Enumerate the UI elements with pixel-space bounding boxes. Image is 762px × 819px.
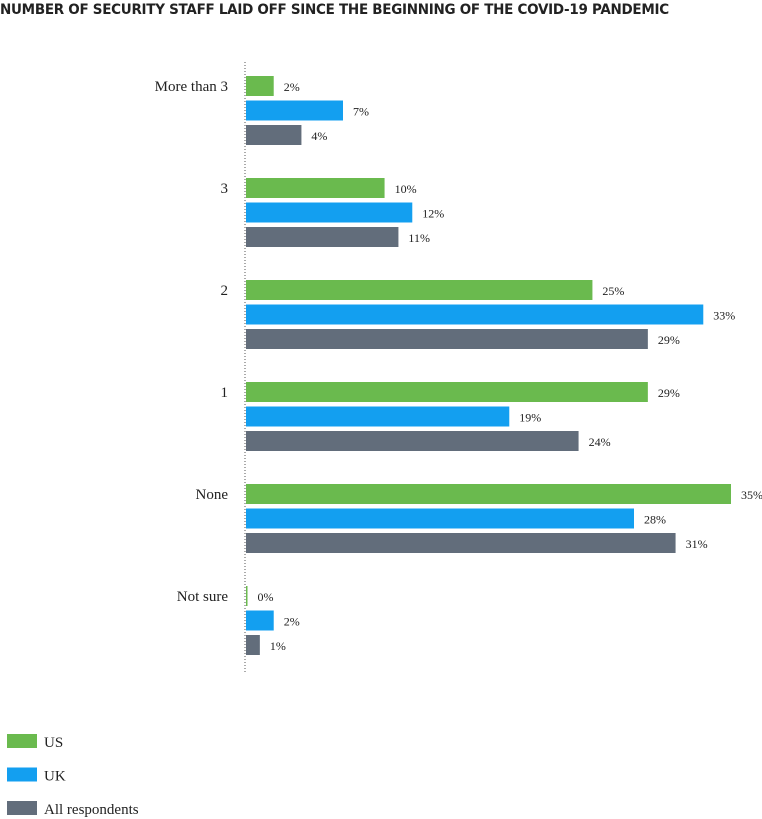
legend-label: UK [44,769,66,785]
category-label: More than 3 [155,79,228,95]
legend-label: US [44,735,63,751]
bar [246,280,593,300]
bar [246,178,385,198]
bar [246,329,648,349]
bar [246,406,510,427]
bar [246,635,260,655]
bar [246,586,248,606]
data-label: 2% [284,80,300,94]
data-label: 35% [741,488,762,502]
data-label: 24% [589,435,611,449]
bar [246,304,704,325]
data-label: 19% [519,411,541,425]
data-label: 0% [258,590,274,604]
legend-swatch [7,801,37,815]
data-label: 29% [658,333,680,347]
category-label: 1 [221,385,229,401]
bar [246,202,413,223]
legend-label: All respondents [44,802,139,818]
data-label: 28% [644,513,666,527]
data-label: 7% [353,105,369,119]
data-label: 33% [713,309,735,323]
bar [246,227,399,247]
bar [246,125,302,145]
data-label: 4% [311,129,327,143]
data-label: 12% [422,207,444,221]
bar [246,610,274,631]
category-label: 2 [221,283,229,299]
category-label: 3 [221,181,229,197]
legend-swatch [7,767,37,782]
bar [246,533,676,553]
data-label: 11% [408,231,430,245]
data-label: 1% [270,639,286,653]
bar [246,484,731,504]
data-label: 2% [284,615,300,629]
category-label: Not sure [177,589,229,605]
category-label: None [196,487,229,503]
bar [246,100,343,121]
bar [246,382,648,402]
bar [246,508,634,529]
bar [246,431,579,451]
chart-title: NUMBER OF SECURITY STAFF LAID OFF SINCE … [0,2,669,18]
bar [246,76,274,96]
data-label: 29% [658,386,680,400]
legend-swatch [7,734,37,748]
data-label: 31% [686,537,708,551]
data-label: 10% [395,182,417,196]
data-label: 25% [602,284,624,298]
